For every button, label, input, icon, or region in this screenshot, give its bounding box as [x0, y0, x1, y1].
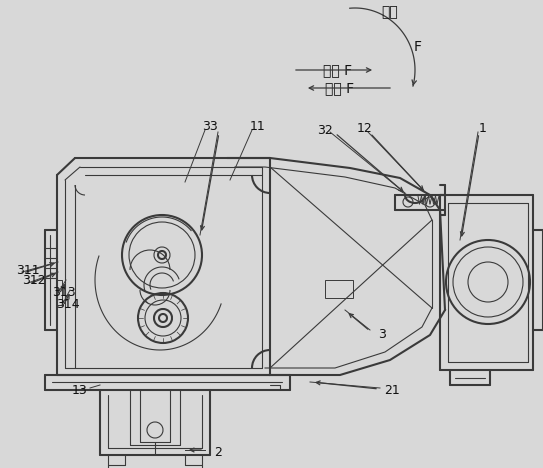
Text: 3: 3 [378, 329, 386, 342]
Text: 锁紧 F: 锁紧 F [325, 81, 355, 95]
Text: 2: 2 [214, 446, 222, 459]
Text: 分离 F: 分离 F [324, 63, 352, 77]
Text: 32: 32 [317, 124, 333, 137]
Text: 分离: 分离 [382, 5, 399, 19]
Text: 311: 311 [16, 263, 40, 277]
Text: 21: 21 [384, 383, 400, 396]
Text: 312: 312 [22, 275, 46, 287]
Text: F: F [414, 40, 422, 54]
Text: 1: 1 [479, 123, 487, 136]
Text: 12: 12 [357, 123, 373, 136]
Text: 13: 13 [72, 385, 88, 397]
Text: 314: 314 [56, 298, 80, 310]
Text: 11: 11 [250, 120, 266, 133]
Text: 33: 33 [202, 120, 218, 133]
Text: 313: 313 [52, 285, 75, 299]
Bar [325, 280, 353, 298]
